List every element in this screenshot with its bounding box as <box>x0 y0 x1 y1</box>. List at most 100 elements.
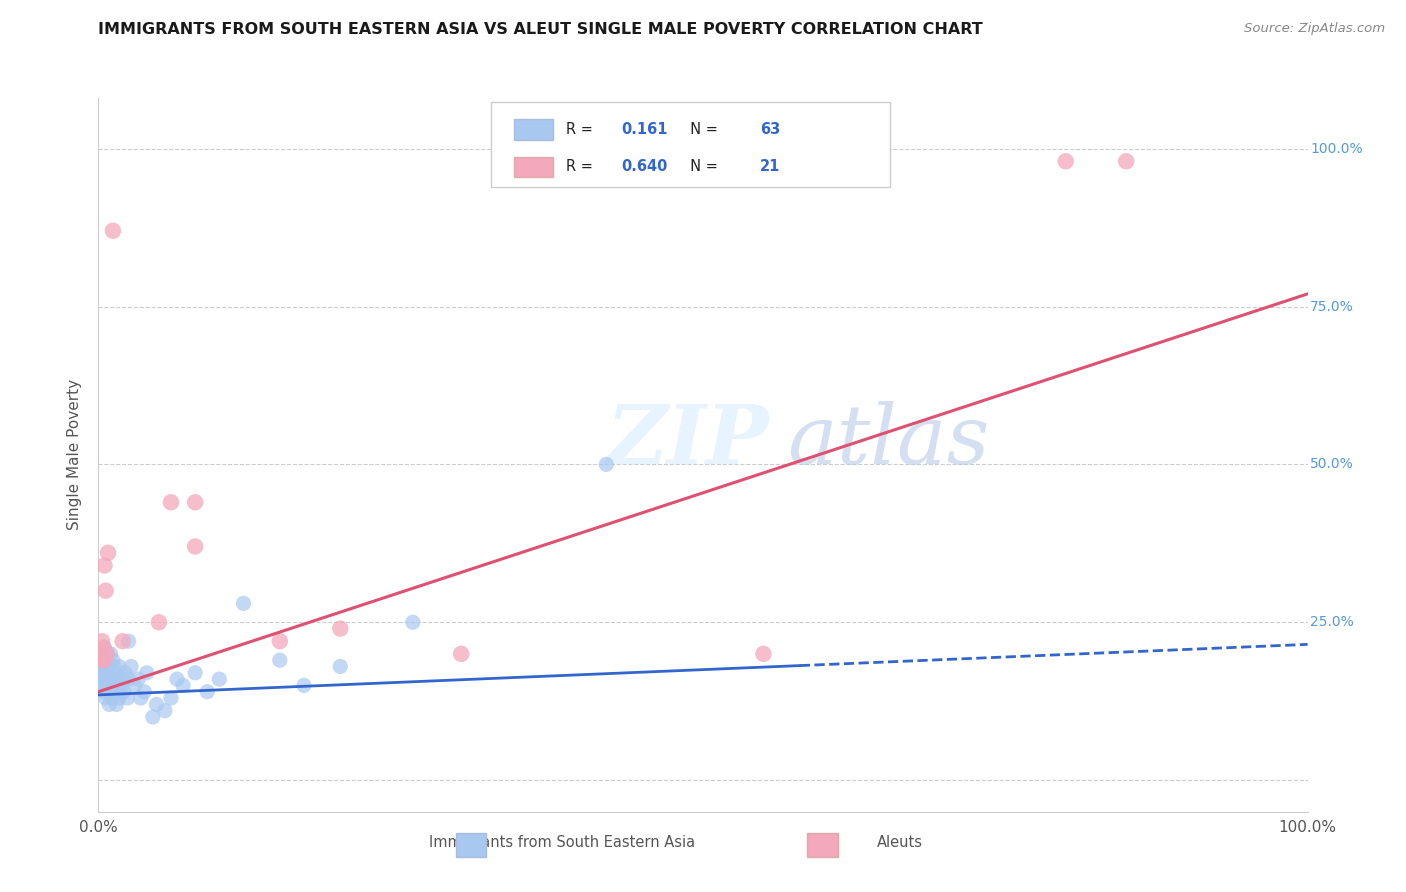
Point <box>112 684 135 698</box>
Text: 0.161: 0.161 <box>621 121 668 136</box>
Point <box>450 647 472 661</box>
Point <box>105 698 128 712</box>
Point <box>91 653 114 667</box>
FancyBboxPatch shape <box>492 102 890 187</box>
Point <box>135 665 157 680</box>
Text: N =: N = <box>682 160 723 175</box>
Point <box>142 710 165 724</box>
Text: 0.640: 0.640 <box>621 160 668 175</box>
Point <box>91 640 114 655</box>
Point <box>329 622 352 636</box>
Point <box>101 672 124 686</box>
Point <box>108 684 131 698</box>
Text: 21: 21 <box>759 160 780 175</box>
Point <box>292 678 315 692</box>
Point <box>129 691 152 706</box>
Point <box>91 647 114 661</box>
Point <box>184 495 207 509</box>
FancyBboxPatch shape <box>515 157 553 178</box>
Point <box>195 684 218 698</box>
Point <box>96 665 118 680</box>
Point <box>103 684 125 698</box>
Point <box>118 634 141 648</box>
Text: Immigrants from South Eastern Asia: Immigrants from South Eastern Asia <box>429 836 696 850</box>
Point <box>184 540 207 554</box>
Point <box>94 653 117 667</box>
Point <box>120 659 142 673</box>
Point <box>110 678 132 692</box>
Point <box>100 665 122 680</box>
Point <box>100 647 122 661</box>
Point <box>402 615 425 630</box>
Point <box>94 672 117 686</box>
Point <box>269 634 291 648</box>
Point <box>148 615 170 630</box>
Point <box>100 691 122 706</box>
Text: atlas: atlas <box>787 401 990 481</box>
Point <box>1054 154 1077 169</box>
Text: IMMIGRANTS FROM SOUTH EASTERN ASIA VS ALEUT SINGLE MALE POVERTY CORRELATION CHAR: IMMIGRANTS FROM SOUTH EASTERN ASIA VS AL… <box>98 22 983 37</box>
Point <box>93 684 115 698</box>
Point <box>101 653 124 667</box>
Point <box>134 684 156 698</box>
Text: 50.0%: 50.0% <box>1310 458 1354 471</box>
Text: 75.0%: 75.0% <box>1310 300 1354 313</box>
Point <box>208 672 231 686</box>
Point <box>97 546 120 560</box>
Text: R =: R = <box>567 160 598 175</box>
Point <box>97 684 120 698</box>
Point <box>93 558 115 573</box>
Text: 25.0%: 25.0% <box>1310 615 1354 629</box>
Point <box>96 647 118 661</box>
Point <box>101 224 124 238</box>
Point <box>118 672 141 686</box>
FancyBboxPatch shape <box>515 119 553 139</box>
Point <box>329 659 352 673</box>
Point <box>172 678 194 692</box>
Text: 100.0%: 100.0% <box>1310 142 1362 155</box>
Point <box>89 647 111 661</box>
Text: ZIP: ZIP <box>606 401 769 481</box>
Point <box>145 698 167 712</box>
Point <box>108 691 131 706</box>
Point <box>117 691 139 706</box>
Point <box>90 653 112 667</box>
Point <box>153 704 176 718</box>
Text: R =: R = <box>567 121 598 136</box>
Text: Aleuts: Aleuts <box>877 836 922 850</box>
Point <box>103 659 125 673</box>
Point <box>91 665 114 680</box>
Point <box>96 647 118 661</box>
Point <box>111 634 134 648</box>
Point <box>124 678 146 692</box>
Text: 63: 63 <box>759 121 780 136</box>
Point <box>105 665 128 680</box>
Point <box>96 678 118 692</box>
Point <box>91 634 114 648</box>
Point <box>94 691 117 706</box>
Point <box>98 698 121 712</box>
Point <box>97 659 120 673</box>
Point <box>100 659 122 673</box>
Text: N =: N = <box>682 121 723 136</box>
Point <box>94 583 117 598</box>
Point <box>127 672 149 686</box>
Point <box>232 596 254 610</box>
Point <box>89 659 111 673</box>
Point <box>93 659 115 673</box>
Point <box>100 678 122 692</box>
Point <box>595 458 617 472</box>
Point <box>104 678 127 692</box>
Point <box>90 678 112 692</box>
Point <box>184 665 207 680</box>
Point <box>107 672 129 686</box>
Point <box>91 672 114 686</box>
Point <box>166 672 188 686</box>
Point <box>752 647 775 661</box>
Y-axis label: Single Male Poverty: Single Male Poverty <box>67 379 83 531</box>
Point <box>1115 154 1137 169</box>
Point <box>98 672 121 686</box>
Point <box>114 665 136 680</box>
Point <box>111 672 134 686</box>
Point <box>93 640 115 655</box>
